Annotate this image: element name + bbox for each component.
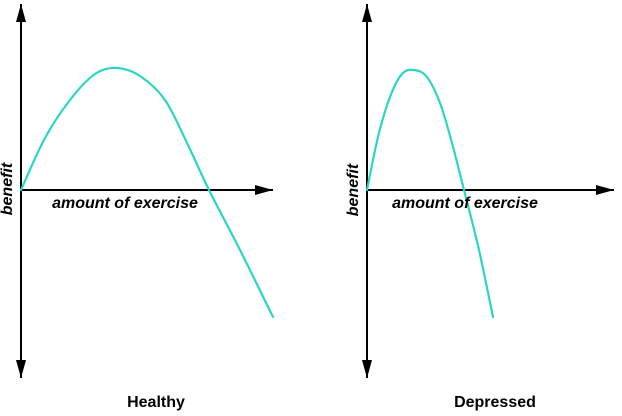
depressed-benefit-curve [365, 68, 495, 319]
healthy-caption: Healthy [127, 394, 185, 411]
healthy-y-axis-label: benefit [0, 162, 16, 216]
healthy-chart [16, 4, 275, 378]
healthy-benefit-curve [19, 66, 275, 319]
chart-geometry [16, 4, 614, 378]
depressed-caption: Depressed [454, 394, 536, 411]
depressed-x-axis-label: amount of exercise [392, 195, 538, 212]
healthy-x-axis-label: amount of exercise [52, 195, 198, 212]
depressed-chart [362, 4, 614, 378]
depressed-y-axis-label: benefit [345, 163, 362, 217]
